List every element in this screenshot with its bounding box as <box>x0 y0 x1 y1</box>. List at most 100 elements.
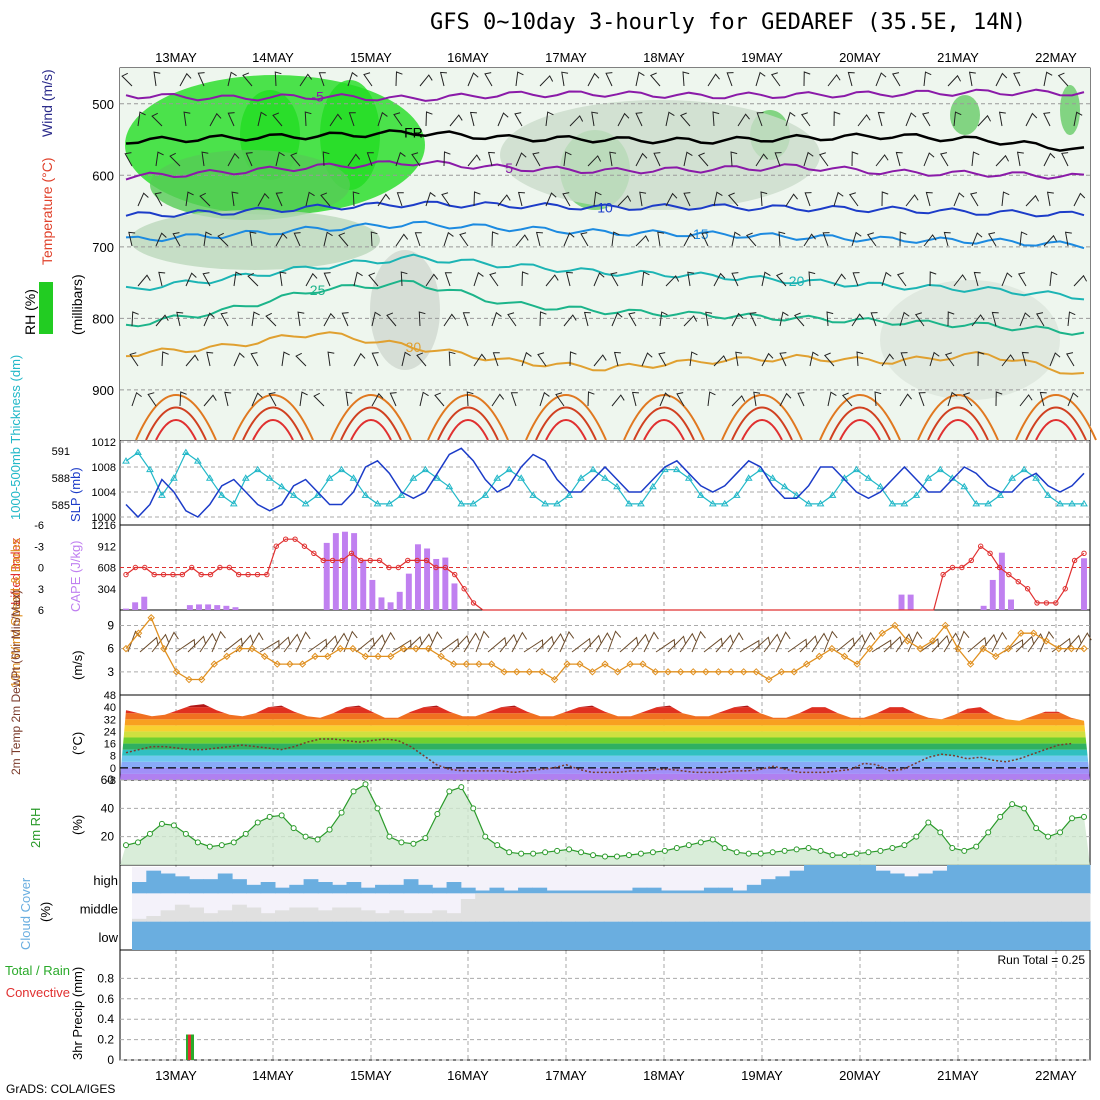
wind-barb <box>318 72 326 87</box>
contour-label: 25 <box>310 282 326 298</box>
rh-point <box>134 839 141 846</box>
wind-barb <box>489 272 499 287</box>
cloud-cell-high <box>789 870 805 894</box>
lifted-index-point <box>254 571 261 578</box>
wind-barb <box>1067 311 1076 327</box>
wind-barb <box>545 274 559 287</box>
isotherm-15 <box>125 220 1085 250</box>
wind-barb <box>628 312 637 327</box>
cloud-cell-low <box>575 921 591 950</box>
wind-barb <box>473 191 481 207</box>
wind-barb <box>275 232 288 247</box>
wind-speed-point <box>160 644 168 653</box>
wind-barb <box>822 232 830 247</box>
lifted-index-point <box>320 557 326 564</box>
boundary-isotherm <box>917 394 999 441</box>
wind-speed-point <box>412 644 420 653</box>
wind-barb <box>338 232 349 247</box>
boundary-isotherm <box>545 419 587 441</box>
wind-barb <box>617 112 630 127</box>
cloud-cell-middle <box>875 893 891 922</box>
wind-barb <box>151 633 170 653</box>
wind-barb <box>595 632 612 653</box>
cloud-cell-middle <box>518 893 533 922</box>
rh-point <box>733 849 740 856</box>
cloud-cell-high <box>132 882 147 894</box>
temperature-band <box>120 695 1090 701</box>
wind-barb <box>179 391 187 407</box>
cloud-cell-low <box>360 921 376 950</box>
cloud-cell-high <box>274 887 290 894</box>
cloud-cell-middle <box>675 893 691 922</box>
thickness-point <box>577 474 585 481</box>
wind-barb <box>857 114 871 127</box>
wind-barb <box>139 636 159 653</box>
cloud-cell-high <box>918 873 934 894</box>
wind-barb <box>224 391 232 407</box>
thickness-point <box>421 465 430 473</box>
lifted-index-point <box>1071 557 1078 564</box>
wind-barb <box>510 392 518 407</box>
wind-barb <box>991 631 1008 653</box>
wind-barb <box>299 391 308 407</box>
cloud-cell-middle <box>904 893 919 922</box>
wind-barb <box>859 631 876 653</box>
temperature-band <box>120 719 1090 726</box>
rh-point <box>350 788 357 795</box>
cloud-cell-low <box>546 921 562 950</box>
lifted-index-point <box>132 564 139 571</box>
wind-barb <box>223 637 243 653</box>
thickness-point <box>265 474 274 481</box>
wind-barb <box>962 392 973 407</box>
cape-bar <box>405 573 412 610</box>
lifted-index-point <box>1034 600 1040 606</box>
wind-barb <box>257 111 267 127</box>
wind-barb <box>129 352 139 367</box>
wind-barb <box>353 271 363 287</box>
wind-barb <box>562 192 571 207</box>
contour-label: 15 <box>693 226 709 242</box>
cape-bar <box>980 605 987 610</box>
wind-barb <box>727 631 744 653</box>
precip-total-bar <box>190 1034 194 1060</box>
wind-barb <box>563 314 577 327</box>
y-axis-label-wind: Wind (m/s) <box>39 69 55 137</box>
wind-barb <box>1043 152 1056 167</box>
cloud-cell-middle <box>203 913 219 922</box>
y-tick-label: 8 <box>110 751 116 763</box>
wind-speed-point <box>727 668 735 676</box>
cloud-cell-middle <box>1004 893 1020 922</box>
y-axis-unit: (%) <box>70 815 85 835</box>
lifted-index-point <box>179 571 186 578</box>
cloud-cell-low <box>475 921 490 950</box>
rh-point <box>1033 825 1040 832</box>
cloud-cell-high <box>360 887 376 894</box>
wind-barb <box>676 392 685 407</box>
wind-speed-point <box>777 668 786 676</box>
wind-barb <box>735 351 743 367</box>
y-tick-label: 700 <box>92 240 114 255</box>
wind-barb <box>131 311 139 327</box>
wind-barb <box>761 271 771 287</box>
wind-barb <box>587 155 602 167</box>
thickness-point <box>732 491 741 498</box>
wind-barb <box>345 391 353 407</box>
wind-barb <box>539 391 550 407</box>
y-tick-label-left: 588 <box>52 473 70 485</box>
cloud-cell-low <box>375 921 390 950</box>
wind-barb <box>137 192 149 207</box>
rh-point <box>410 840 417 847</box>
wind-barb <box>137 274 151 287</box>
thickness-point <box>301 499 310 507</box>
wind-barb <box>155 314 169 327</box>
wind-barb <box>658 352 667 367</box>
wind-barb <box>547 632 565 653</box>
cloud-cell-middle <box>689 893 705 922</box>
rh-point <box>829 852 836 859</box>
wind-barb <box>613 351 621 367</box>
cape-bar <box>123 608 129 610</box>
wind-speed-point <box>298 660 307 668</box>
rh-point <box>398 839 405 846</box>
wind-barb <box>947 311 955 327</box>
y-tick-label: 600 <box>92 168 114 183</box>
